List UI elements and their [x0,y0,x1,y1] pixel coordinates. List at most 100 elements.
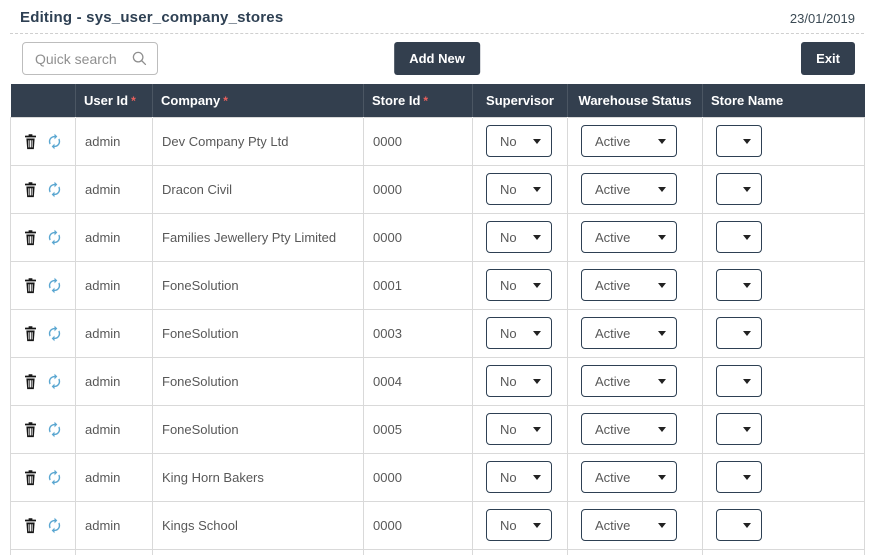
warehouse-status-select[interactable]: Active [581,413,677,445]
warehouse-status-select[interactable]: Active [581,173,677,205]
select-value: Active [595,469,631,485]
delete-button[interactable] [23,517,38,534]
delete-button[interactable] [23,469,38,486]
user-id-cell: admin [75,116,153,166]
supervisor-select[interactable]: No [486,509,552,541]
store-name-select[interactable] [716,461,762,493]
store-name-select[interactable] [716,365,762,397]
store-name-select[interactable] [716,317,762,349]
delete-button[interactable] [23,373,38,390]
company-value: Dev Company Pty Ltd [162,133,289,149]
supervisor-cell: No [472,260,568,310]
refresh-button[interactable] [46,181,63,198]
search-input[interactable] [33,49,131,68]
refresh-icon [48,229,61,245]
refresh-button[interactable] [46,133,63,150]
warehouse-status-cell: Active [567,212,703,262]
store-name-cell [702,116,865,166]
caret-down-icon [743,426,751,432]
delete-button[interactable] [23,133,38,150]
caret-down-icon [743,234,751,240]
company-value: FoneSolution [162,277,239,293]
caret-down-icon [658,138,666,144]
supervisor-select[interactable]: No [486,365,552,397]
refresh-button[interactable] [46,469,63,486]
store-name-select[interactable] [716,269,762,301]
caret-down-icon [743,186,751,192]
company-value: FoneSolution [162,325,239,341]
user-id-value: admin [85,373,121,389]
company-cell: Dracon Civil [152,164,364,214]
supervisor-select[interactable]: No [486,461,552,493]
supervisor-select[interactable]: No [486,317,552,349]
store-name-select[interactable] [716,509,762,541]
refresh-button[interactable] [46,421,63,438]
table-row: admin FoneSolution 0004 No Active [10,356,865,406]
actions-cell [10,212,76,262]
store-name-select[interactable] [716,173,762,205]
table-body: admin Dev Company Pty Ltd 0000 No Active [10,116,865,550]
refresh-button[interactable] [46,373,63,390]
store-name-select[interactable] [716,413,762,445]
select-value: No [500,277,517,293]
toolbar: Add New Exit [10,42,864,75]
store-name-cell [702,452,865,502]
warehouse-status-select[interactable]: Active [581,221,677,253]
search-icon [132,51,147,66]
column-header-actions [10,84,76,117]
warehouse-status-select[interactable]: Active [581,269,677,301]
actions-cell [10,260,76,310]
warehouse-status-select[interactable]: Active [581,317,677,349]
store-name-select[interactable] [716,125,762,157]
supervisor-select[interactable]: No [486,269,552,301]
delete-button[interactable] [23,277,38,294]
delete-button[interactable] [23,421,38,438]
delete-button[interactable] [23,325,38,342]
user-id-cell: admin [75,500,153,550]
store-id-value: 0005 [373,421,402,437]
table-row: admin FoneSolution 0003 No Active [10,308,865,358]
warehouse-status-select[interactable]: Active [581,461,677,493]
supervisor-select[interactable]: No [486,173,552,205]
supervisor-select[interactable]: No [486,413,552,445]
supervisor-select[interactable]: No [486,221,552,253]
table-row: admin FoneSolution 0005 No Active [10,404,865,454]
exit-button[interactable]: Exit [801,42,855,75]
caret-down-icon [658,186,666,192]
warehouse-status-select[interactable]: Active [581,125,677,157]
refresh-button[interactable] [46,517,63,534]
user-id-cell: admin [75,212,153,262]
company-cell: FoneSolution [152,404,364,454]
select-value: Active [595,373,631,389]
store-id-cell: 0000 [363,452,473,502]
actions-cell [10,308,76,358]
company-cell: FoneSolution [152,308,364,358]
supervisor-select[interactable]: No [486,125,552,157]
user-id-cell: admin [75,308,153,358]
caret-down-icon [533,282,541,288]
caret-down-icon [743,378,751,384]
company-cell: Kings School [152,500,364,550]
delete-button[interactable] [23,229,38,246]
refresh-icon [48,517,61,533]
trash-icon [25,517,36,533]
store-name-select[interactable] [716,221,762,253]
user-id-cell: admin [75,164,153,214]
company-cell: Dev Company Pty Ltd [152,116,364,166]
actions-cell [10,404,76,454]
table-row: admin Families Jewellery Pty Limited 000… [10,212,865,262]
delete-button[interactable] [23,181,38,198]
refresh-button[interactable] [46,229,63,246]
column-header-warehouse-status: Warehouse Status [567,84,703,117]
store-id-value: 0000 [373,181,402,197]
warehouse-status-select[interactable]: Active [581,509,677,541]
company-value: Kings School [162,517,238,533]
refresh-button[interactable] [46,277,63,294]
warehouse-status-select[interactable]: Active [581,365,677,397]
user-id-value: admin [85,325,121,341]
add-new-button[interactable]: Add New [394,42,480,75]
store-id-cell: 0001 [363,260,473,310]
warehouse-status-cell: Active [567,500,703,550]
refresh-button[interactable] [46,325,63,342]
table-header: User Id * Company * Store Id * Supervisor W… [10,84,865,117]
